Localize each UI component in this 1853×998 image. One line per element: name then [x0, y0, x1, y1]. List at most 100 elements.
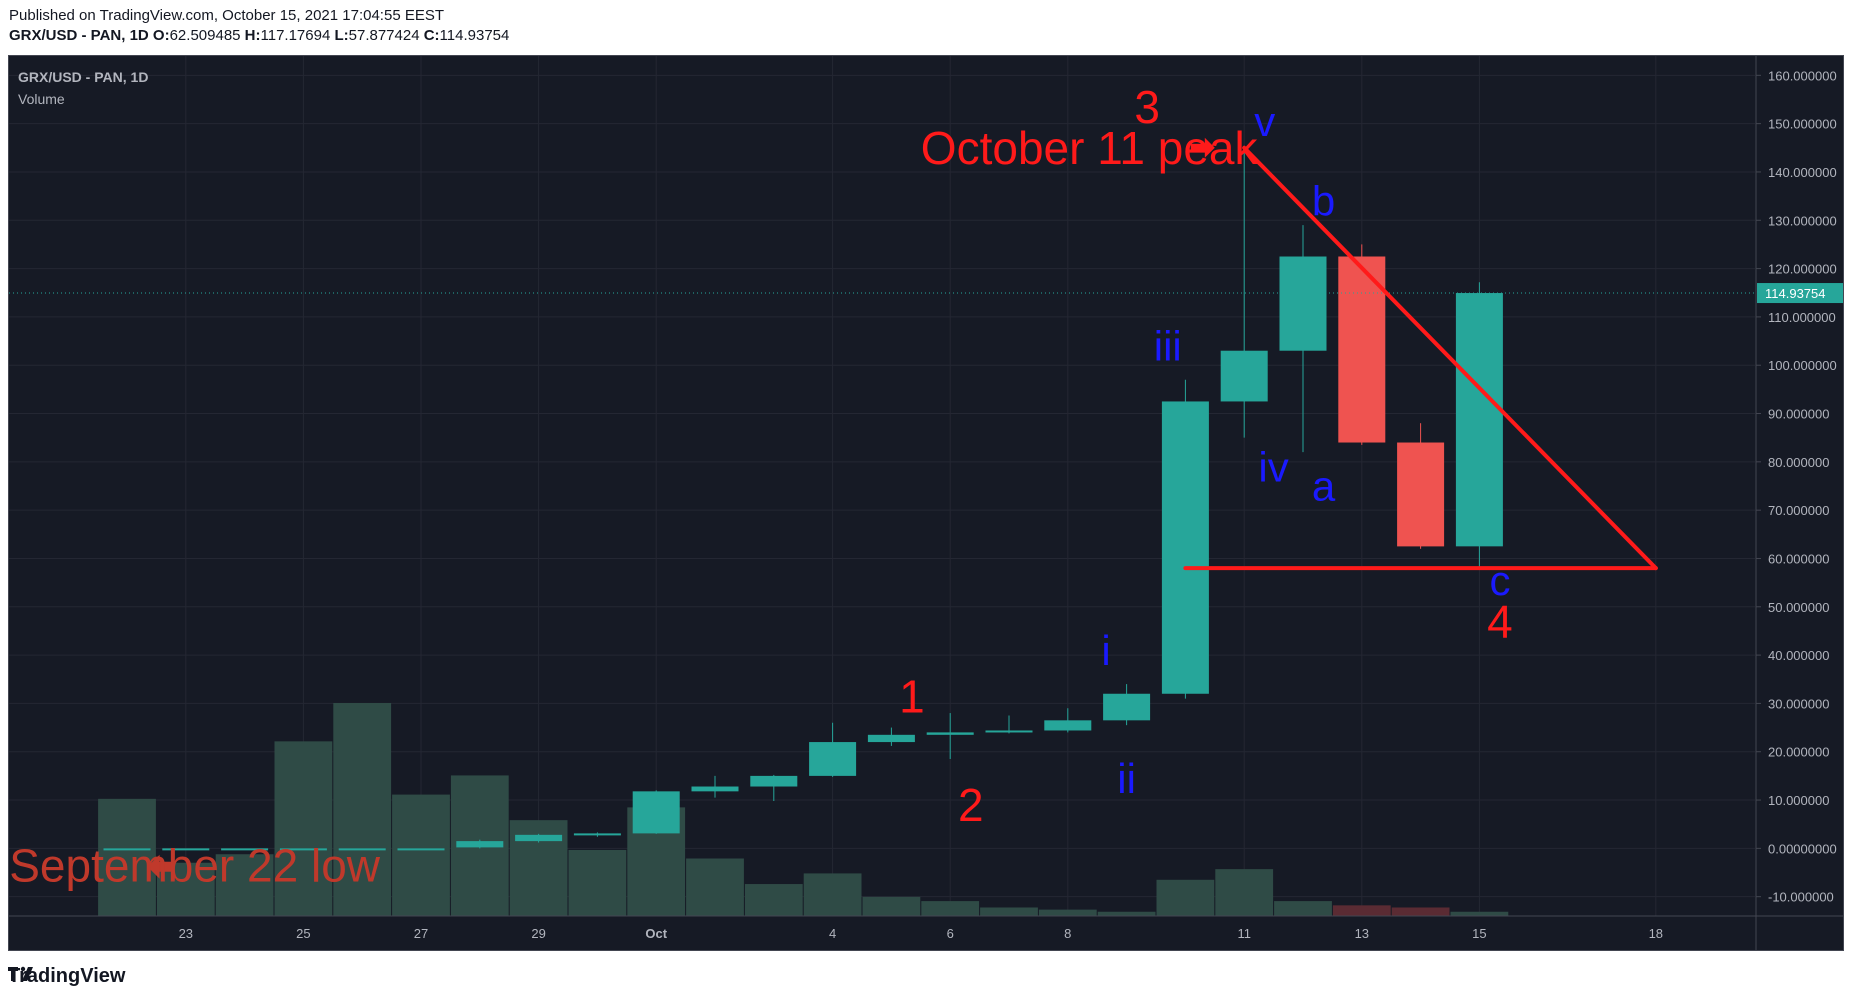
- close-value: 114.93754: [439, 27, 510, 44]
- volume-bar-sep-30: [568, 849, 627, 916]
- arrow-left-icon: [147, 854, 174, 879]
- price-tick-label: 100.000000: [1768, 358, 1837, 373]
- annotation-4: iii: [1154, 323, 1182, 370]
- last-price-badge: [1757, 283, 1843, 304]
- volume-bar-sep-25: [274, 741, 333, 916]
- time-tick-label: 15: [1472, 926, 1486, 941]
- tradingview-logo-icon: [8, 966, 33, 981]
- arrow-head: [147, 854, 160, 879]
- volume-bar-oct-7: [980, 907, 1038, 916]
- candle-sep-22: [103, 848, 151, 851]
- volume-bar-oct-2: [686, 858, 744, 916]
- candle-sep-29: [515, 833, 563, 843]
- volume-bar-sep-22: [98, 798, 156, 916]
- volume-bar-sep-24: [215, 854, 274, 916]
- time-tick-label: 6: [947, 926, 954, 941]
- close-label: C:: [423, 27, 440, 44]
- price-tick-label: 90.000000: [1768, 407, 1829, 422]
- price-tick-label: 160.000000: [1768, 68, 1837, 83]
- candle-sep-27: [397, 848, 445, 851]
- candle-oct-12: [1279, 225, 1327, 453]
- time-tick-label: 4: [829, 926, 836, 941]
- open-label: O:: [152, 27, 170, 44]
- price-tick-label: 140.000000: [1768, 165, 1837, 180]
- volume-bar-oct-10: [1156, 879, 1215, 916]
- volume-bar-oct-9: [1097, 911, 1156, 916]
- candle-body: [867, 734, 915, 743]
- candle-sep-25: [279, 848, 327, 851]
- candle-body: [985, 730, 1033, 733]
- annotation-7: c: [1489, 557, 1510, 604]
- volume-bar-oct-3: [744, 884, 803, 916]
- price-tick-label: 80.000000: [1768, 455, 1829, 470]
- arrow-shaft: [1190, 143, 1205, 152]
- time-tick-label: Oct: [645, 926, 667, 941]
- candle-body: [691, 786, 739, 792]
- trendline-0: [1242, 145, 1658, 571]
- candle-body: [162, 848, 210, 851]
- candle-oct-7: [985, 715, 1033, 734]
- tradingview-footer[interactable]: TradingView: [8, 965, 125, 988]
- high-value: 117.17694: [260, 27, 331, 44]
- open-value: 62.509485: [169, 27, 241, 44]
- low-value: 57.877424: [348, 27, 420, 44]
- candle-sep-28: [456, 839, 504, 849]
- volume-bar-sep-27: [392, 794, 450, 916]
- ohlc-line: GRX/USD - PAN, 1D O:62.509485 H:117.1769…: [9, 26, 509, 46]
- volume-bar-sep-26: [333, 703, 392, 916]
- price-tick-label: 110.000000: [1768, 310, 1836, 325]
- candle-body: [1397, 442, 1445, 547]
- candle-oct-5: [867, 727, 915, 746]
- price-tick-label: 130.000000: [1768, 213, 1837, 228]
- price-tick-label: 30.000000: [1768, 696, 1829, 711]
- candle-oct-15: [1455, 282, 1503, 569]
- candle-sep-30: [573, 832, 621, 837]
- candle-body: [750, 775, 798, 787]
- axes: 160.000000 1 50.000000 140.000000 130.000000…: [9, 56, 1843, 950]
- annotation-3: b: [1312, 178, 1335, 225]
- time-tick-label: 27: [414, 926, 428, 941]
- candle-oct-10: [1161, 379, 1209, 699]
- price-tick-label: 120.000000: [1768, 262, 1837, 277]
- time-tick-label: 18: [1649, 926, 1663, 941]
- price-tick-label: 10.000000: [1768, 793, 1829, 808]
- annotation-11: ii: [1117, 755, 1136, 802]
- candle-oct-4: [809, 722, 857, 777]
- candle-sep-23: [162, 848, 210, 851]
- candle-body: [515, 834, 563, 842]
- volume-bar-oct-13: [1332, 905, 1391, 916]
- price-tick-label: 20.000000: [1768, 745, 1829, 760]
- volume-bar-oct-8: [1038, 909, 1097, 916]
- annotation-12: 2: [958, 779, 984, 831]
- annotation-lines: [147, 137, 1658, 879]
- candle-oct-14: [1397, 423, 1445, 549]
- candle-sep-26: [338, 848, 386, 851]
- candle-body: [1220, 350, 1268, 402]
- chart-frame[interactable]: 3 v October 11 peak b iii iv a c 4 i 1 ii 2 September…: [8, 55, 1844, 951]
- candle-body: [221, 848, 269, 851]
- price-tick-label: 70.000000: [1768, 503, 1829, 518]
- candle-oct-13: [1338, 244, 1386, 445]
- price-tick-label: 50.000000: [1768, 600, 1829, 615]
- candle-oct-8: [1044, 708, 1092, 733]
- volume-bar-oct-5: [862, 896, 921, 916]
- arrow-shaft: [157, 861, 174, 872]
- price-tick-label: 0.00000000: [1768, 841, 1837, 856]
- time-tick-label: 23: [179, 926, 193, 941]
- candle-body: [279, 848, 327, 851]
- annotation-2: October 11 peak: [921, 122, 1259, 174]
- price-axis-bg: [1756, 56, 1843, 950]
- candle-oct-2: [691, 775, 739, 798]
- annotation-6: a: [1312, 463, 1336, 510]
- last-price-badge-label: 114.93754: [1765, 286, 1826, 301]
- annotation-10: 1: [899, 670, 925, 722]
- time-tick-label: 11: [1237, 926, 1251, 941]
- time-tick-label: 29: [531, 926, 545, 941]
- volume-bar-oct-11: [1215, 869, 1274, 916]
- time-tick-label: 8: [1064, 926, 1071, 941]
- candle-sep-24: [221, 848, 269, 851]
- volume-bar-oct-6: [921, 901, 980, 916]
- high-label: H:: [244, 27, 261, 44]
